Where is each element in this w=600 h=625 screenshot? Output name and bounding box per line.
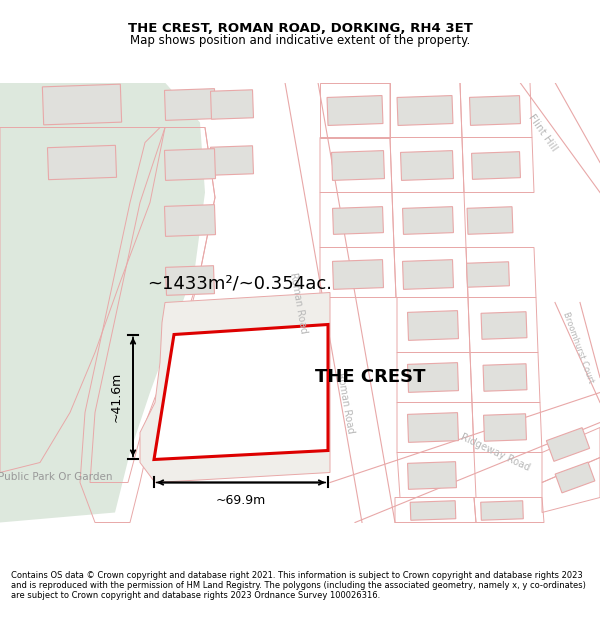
Text: ~41.6m: ~41.6m bbox=[110, 372, 123, 422]
Polygon shape bbox=[211, 90, 253, 119]
Polygon shape bbox=[0, 82, 205, 522]
Polygon shape bbox=[555, 462, 595, 493]
Polygon shape bbox=[470, 96, 520, 126]
Polygon shape bbox=[520, 82, 600, 202]
Polygon shape bbox=[164, 89, 215, 121]
Text: Contains OS data © Crown copyright and database right 2021. This information is : Contains OS data © Crown copyright and d… bbox=[11, 571, 586, 601]
Polygon shape bbox=[43, 84, 122, 125]
Polygon shape bbox=[401, 151, 454, 181]
Polygon shape bbox=[330, 392, 600, 522]
Polygon shape bbox=[140, 292, 330, 482]
Polygon shape bbox=[397, 96, 453, 126]
Polygon shape bbox=[285, 82, 362, 522]
Polygon shape bbox=[407, 412, 458, 442]
Polygon shape bbox=[407, 362, 458, 392]
Polygon shape bbox=[483, 364, 527, 391]
Text: Public Park Or Garden: Public Park Or Garden bbox=[0, 472, 112, 482]
Polygon shape bbox=[410, 501, 456, 520]
Polygon shape bbox=[164, 204, 215, 236]
Text: THE CREST: THE CREST bbox=[315, 369, 425, 386]
Polygon shape bbox=[403, 259, 454, 289]
Polygon shape bbox=[332, 259, 383, 289]
Polygon shape bbox=[481, 501, 523, 520]
Polygon shape bbox=[327, 96, 383, 126]
Polygon shape bbox=[332, 151, 385, 181]
Polygon shape bbox=[164, 149, 215, 181]
Polygon shape bbox=[166, 266, 214, 296]
Polygon shape bbox=[472, 152, 520, 179]
Polygon shape bbox=[467, 262, 509, 288]
Polygon shape bbox=[481, 312, 527, 339]
Polygon shape bbox=[403, 207, 454, 234]
Polygon shape bbox=[154, 324, 328, 459]
Text: THE CREST, ROMAN ROAD, DORKING, RH4 3ET: THE CREST, ROMAN ROAD, DORKING, RH4 3ET bbox=[128, 22, 472, 36]
Polygon shape bbox=[332, 207, 383, 234]
Text: Roman Road: Roman Road bbox=[288, 271, 308, 334]
Polygon shape bbox=[47, 146, 116, 179]
Text: Flint Hill: Flint Hill bbox=[527, 112, 559, 153]
Text: Map shows position and indicative extent of the property.: Map shows position and indicative extent… bbox=[130, 34, 470, 47]
Text: Ridgeway Road: Ridgeway Road bbox=[459, 432, 531, 473]
Polygon shape bbox=[555, 302, 600, 423]
Polygon shape bbox=[484, 414, 526, 441]
Text: ~69.9m: ~69.9m bbox=[216, 494, 266, 508]
Text: ~1433m²/~0.354ac.: ~1433m²/~0.354ac. bbox=[148, 274, 332, 292]
Polygon shape bbox=[407, 462, 457, 489]
Polygon shape bbox=[407, 311, 458, 341]
Text: Broomhurst Court: Broomhurst Court bbox=[561, 311, 595, 384]
Polygon shape bbox=[467, 207, 513, 234]
Polygon shape bbox=[547, 428, 590, 461]
Text: Roman Road: Roman Road bbox=[335, 371, 355, 434]
Polygon shape bbox=[211, 146, 253, 175]
